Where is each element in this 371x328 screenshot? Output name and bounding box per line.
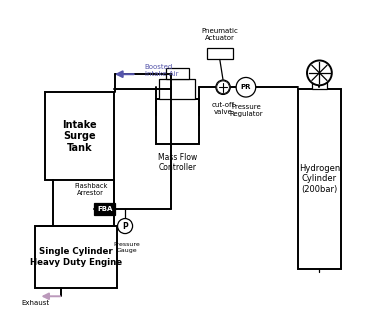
- Bar: [45, 92, 114, 180]
- Bar: [156, 99, 198, 144]
- Text: Exhaust: Exhaust: [21, 300, 49, 306]
- Text: P: P: [122, 221, 128, 231]
- Bar: [94, 203, 115, 215]
- Bar: [166, 68, 189, 79]
- Text: Flashback
Arrestor: Flashback Arrestor: [74, 183, 108, 196]
- Circle shape: [118, 218, 132, 234]
- Bar: [160, 79, 195, 99]
- Circle shape: [216, 80, 230, 94]
- Text: Single Cylinder
Heavy Duty Engine: Single Cylinder Heavy Duty Engine: [30, 247, 122, 267]
- Text: Mass Flow
Controller: Mass Flow Controller: [158, 153, 197, 172]
- Text: Boosted
Intake Air: Boosted Intake Air: [145, 64, 178, 77]
- Circle shape: [217, 81, 229, 93]
- Bar: [35, 226, 117, 288]
- Bar: [207, 48, 233, 59]
- Bar: [298, 89, 341, 269]
- Text: cut-off
valve: cut-off valve: [211, 102, 234, 115]
- Text: Pressure
Gauge: Pressure Gauge: [113, 242, 140, 253]
- Circle shape: [236, 77, 256, 97]
- Text: Pneumatic
Actuator: Pneumatic Actuator: [201, 29, 238, 41]
- Text: PR: PR: [241, 84, 251, 90]
- Circle shape: [307, 60, 332, 85]
- Text: Hydrogen
Cylinder
(200bar): Hydrogen Cylinder (200bar): [299, 164, 340, 194]
- Text: Intake
Surge
Tank: Intake Surge Tank: [62, 120, 97, 153]
- Text: FBA: FBA: [97, 206, 112, 212]
- Bar: [312, 79, 327, 89]
- Text: Pressure
Regulator: Pressure Regulator: [229, 104, 263, 117]
